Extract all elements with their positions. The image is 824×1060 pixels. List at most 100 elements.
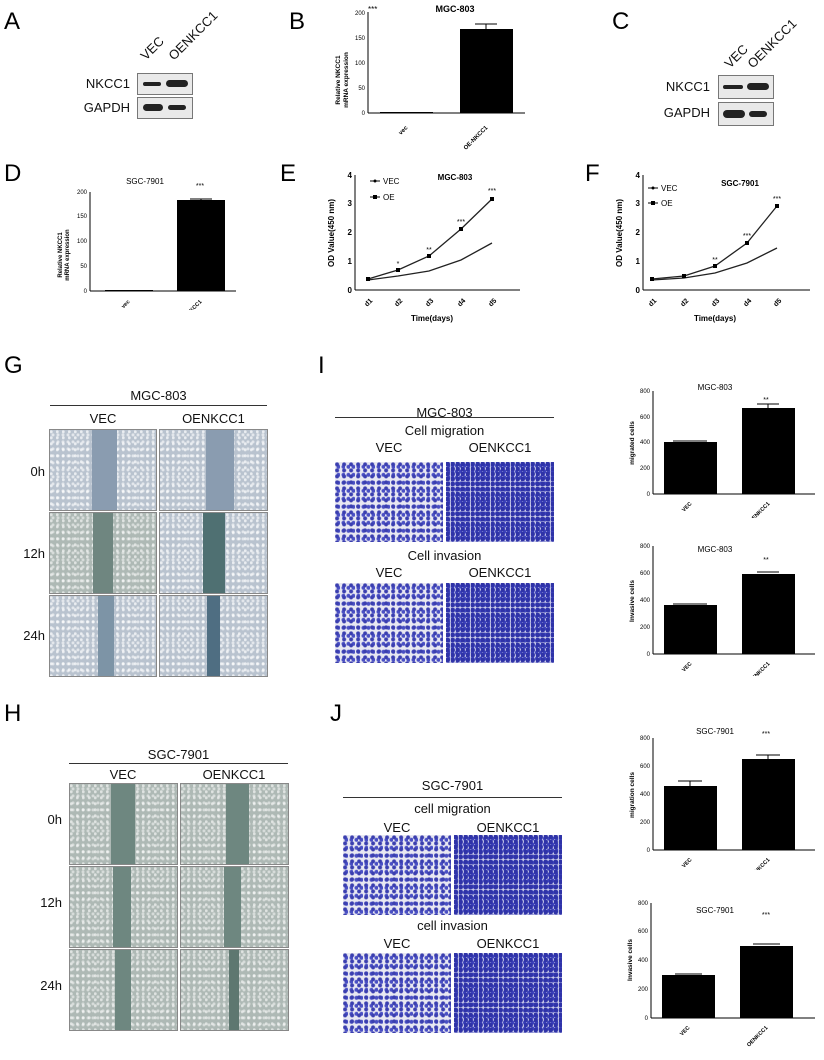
row-label-gapdh: GAPDH: [83, 100, 130, 115]
row-label-12h: 12h: [40, 895, 62, 910]
svg-text:d3: d3: [711, 298, 722, 309]
svg-text:d2: d2: [680, 298, 691, 309]
svg-text:VEC: VEC: [681, 857, 693, 869]
col-header-vec: VEC: [89, 411, 117, 426]
lane-label-vec: VEC: [137, 33, 167, 63]
svg-text:400: 400: [638, 958, 649, 964]
svg-text:0: 0: [84, 289, 88, 295]
svg-text:Time(days): Time(days): [694, 314, 736, 323]
scratch-image: [159, 429, 268, 511]
scratch-image: [69, 783, 178, 865]
svg-text:d3: d3: [425, 298, 436, 309]
chart-j-invasion: SGC-7901 *** 0 200 400 600 800 Invasive …: [627, 901, 815, 1048]
svg-text:VEC: VEC: [681, 501, 693, 513]
row-label-0h: 0h: [30, 464, 45, 479]
svg-text:0: 0: [647, 652, 651, 658]
divider: [343, 797, 562, 798]
scratch-image: [69, 866, 178, 948]
svg-text:OE: OE: [383, 193, 395, 202]
chart-title: MGC-803: [435, 4, 474, 14]
svg-text:***: ***: [488, 188, 496, 195]
svg-text:***: ***: [743, 233, 751, 240]
svg-text:VEC: VEC: [383, 177, 400, 186]
svg-text:Relative NKCC1: Relative NKCC1: [335, 55, 342, 105]
row-label-nkcc1: NKCC1: [85, 76, 130, 91]
invasion-label: cell invasion: [417, 918, 488, 933]
blot-gapdh: [137, 97, 193, 119]
svg-text:0: 0: [645, 1016, 649, 1022]
chart-title: SGC-7901: [126, 177, 164, 186]
svg-text:MGC-803: MGC-803: [698, 383, 733, 392]
svg-text:SGC-7901: SGC-7901: [696, 727, 734, 736]
panel-label-g: G: [4, 352, 23, 379]
transwell-image: [446, 583, 554, 663]
lane-label-vec: VEC: [721, 41, 751, 71]
chart-d: SGC-7901 *** 0 50 100 150 200 Relative N…: [58, 177, 236, 310]
panel-label-f: F: [585, 160, 600, 187]
chart-title: SGC-7901: [721, 179, 759, 188]
divider: [335, 417, 554, 418]
svg-text:100: 100: [77, 239, 88, 245]
transwell-image: [335, 462, 443, 542]
chart-i-invasion: MGC-803 ** 0 200 400 600 800 Invasive ce…: [629, 544, 815, 676]
col-header-oenkcc1: OENKCC1: [202, 767, 266, 782]
svg-text:0: 0: [636, 286, 641, 295]
svg-text:Time(days): Time(days): [411, 314, 453, 323]
row-label-gapdh: GAPDH: [663, 105, 710, 120]
svg-text:4: 4: [348, 171, 353, 180]
col-header-vec: VEC: [383, 820, 411, 835]
svg-text:200: 200: [640, 625, 651, 631]
scratch-image: [49, 512, 157, 594]
svg-text:d2: d2: [394, 298, 405, 309]
col-header-vec: VEC: [383, 936, 411, 951]
svg-text:VEC: VEC: [661, 184, 678, 193]
cell-line-header: SGC-7901: [147, 747, 210, 762]
svg-text:Invasive cells: Invasive cells: [627, 939, 634, 981]
chart-f: 0 1 2 3 4 SGC-7901 VEC OE ** *** *** d1 …: [615, 171, 810, 323]
panel-label-j: J: [330, 700, 342, 727]
scratch-image: [159, 512, 268, 594]
svg-text:50: 50: [80, 264, 87, 270]
scratch-image: [49, 595, 157, 677]
scratch-image: [180, 949, 289, 1031]
svg-text:**: **: [763, 557, 769, 564]
blot-nkcc1: [137, 73, 193, 95]
svg-text:800: 800: [640, 544, 651, 550]
svg-text:vec: vec: [121, 299, 132, 310]
svg-text:800: 800: [638, 901, 649, 907]
svg-text:0: 0: [362, 111, 366, 117]
scratch-image: [49, 429, 157, 511]
svg-text:4: 4: [636, 171, 641, 180]
svg-text:vec: vec: [398, 125, 410, 137]
svg-text:2: 2: [348, 228, 353, 237]
svg-text:OE: OE: [661, 199, 673, 208]
svg-text:*: *: [397, 261, 400, 268]
scratch-image: [69, 949, 178, 1031]
svg-text:OENKCC1: OENKCC1: [748, 857, 771, 870]
svg-text:migrated cells: migrated cells: [629, 421, 636, 465]
svg-text:d5: d5: [488, 298, 499, 309]
svg-text:200: 200: [640, 466, 651, 472]
scratch-image: [180, 783, 289, 865]
blot-nkcc1: [718, 75, 774, 99]
lane-label-oenkcc1: OENKCC1: [744, 15, 800, 72]
svg-text:600: 600: [640, 764, 651, 770]
svg-text:migration cells: migration cells: [629, 772, 636, 818]
svg-text:200: 200: [355, 11, 366, 17]
lane-label-oenkcc1: OENKCC1: [165, 7, 221, 64]
col-header-oenkcc1: OENKCC1: [476, 936, 540, 951]
migration-label: cell migration: [414, 801, 491, 816]
svg-text:mRNA expression: mRNA expression: [343, 52, 350, 108]
svg-text:Invasive cells: Invasive cells: [629, 580, 636, 622]
svg-text:***: ***: [762, 731, 770, 738]
svg-text:800: 800: [640, 736, 651, 742]
svg-text:2: 2: [636, 228, 641, 237]
svg-text:3: 3: [348, 199, 353, 208]
svg-text:d1: d1: [364, 298, 375, 309]
svg-text:d4: d4: [743, 298, 754, 309]
svg-text:**: **: [763, 397, 769, 404]
svg-text:OE-NKCC1: OE-NKCC1: [463, 125, 490, 152]
cell-line-header: MGC-803: [416, 405, 473, 420]
col-header-vec: VEC: [375, 440, 403, 455]
invasion-label: Cell invasion: [407, 548, 482, 563]
